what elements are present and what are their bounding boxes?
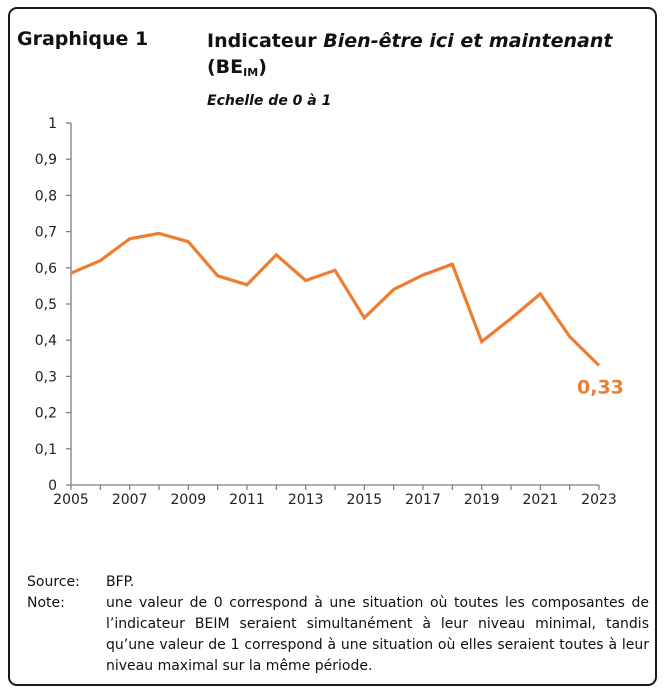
x-tick-label: 2023 xyxy=(581,492,617,508)
y-tick-label: 0,8 xyxy=(35,188,57,204)
end-value-label: 0,33 xyxy=(577,377,624,399)
figure-title: Indicateur Bien-être ici et maintenant (B… xyxy=(207,28,647,86)
x-tick-label: 2007 xyxy=(112,492,148,508)
note-text: une valeur de 0 correspond à une situati… xyxy=(106,595,649,674)
title-abbr-end: ) xyxy=(258,56,267,78)
x-tick-label: 2021 xyxy=(523,492,559,508)
figure-number: Graphique 1 xyxy=(17,28,149,50)
title-abbr-main: (BE xyxy=(207,56,244,78)
note-label: Note: xyxy=(27,595,65,611)
title-abbr-sub: IM xyxy=(243,66,259,79)
y-tick-label: 1 xyxy=(48,116,57,132)
title-italic: Bien-être ici et maintenant xyxy=(323,30,613,52)
x-tick-label: 2015 xyxy=(347,492,383,508)
y-tick-label: 0,3 xyxy=(35,369,57,385)
source-text: BFP. xyxy=(106,574,135,590)
y-tick-label: 0,6 xyxy=(35,261,57,277)
source-label: Source: xyxy=(27,574,80,590)
y-tick-label: 0,2 xyxy=(35,406,57,422)
y-tick-label: 0 xyxy=(48,478,57,494)
figure-subtitle: Echelle de 0 à 1 xyxy=(207,93,332,109)
y-tick-label: 0,7 xyxy=(35,225,57,241)
y-axis: 0 0,1 0,2 0,3 0,4 0,5 0,6 0,7 0,8 0,9 1 xyxy=(35,116,72,494)
x-tick-label: 2009 xyxy=(171,492,207,508)
y-tick-label: 0,1 xyxy=(35,442,57,458)
title-prefix: Indicateur xyxy=(207,30,324,52)
x-tick-label: 2019 xyxy=(464,492,500,508)
y-tick-label: 0,5 xyxy=(35,297,57,313)
x-axis: 2005 2007 2009 2011 2013 2015 2017 2019 2021 2023 xyxy=(53,484,617,508)
x-tick-label: 2013 xyxy=(288,492,324,508)
series-line xyxy=(70,231,601,367)
y-tick-label: 0,9 xyxy=(35,152,57,168)
y-tick-label: 0,4 xyxy=(35,333,57,349)
x-tick-label: 2011 xyxy=(229,492,265,508)
x-tick-label: 2017 xyxy=(405,492,441,508)
figure-frame xyxy=(8,7,657,686)
x-tick-label: 2005 xyxy=(53,492,89,508)
series-layer xyxy=(70,231,601,367)
